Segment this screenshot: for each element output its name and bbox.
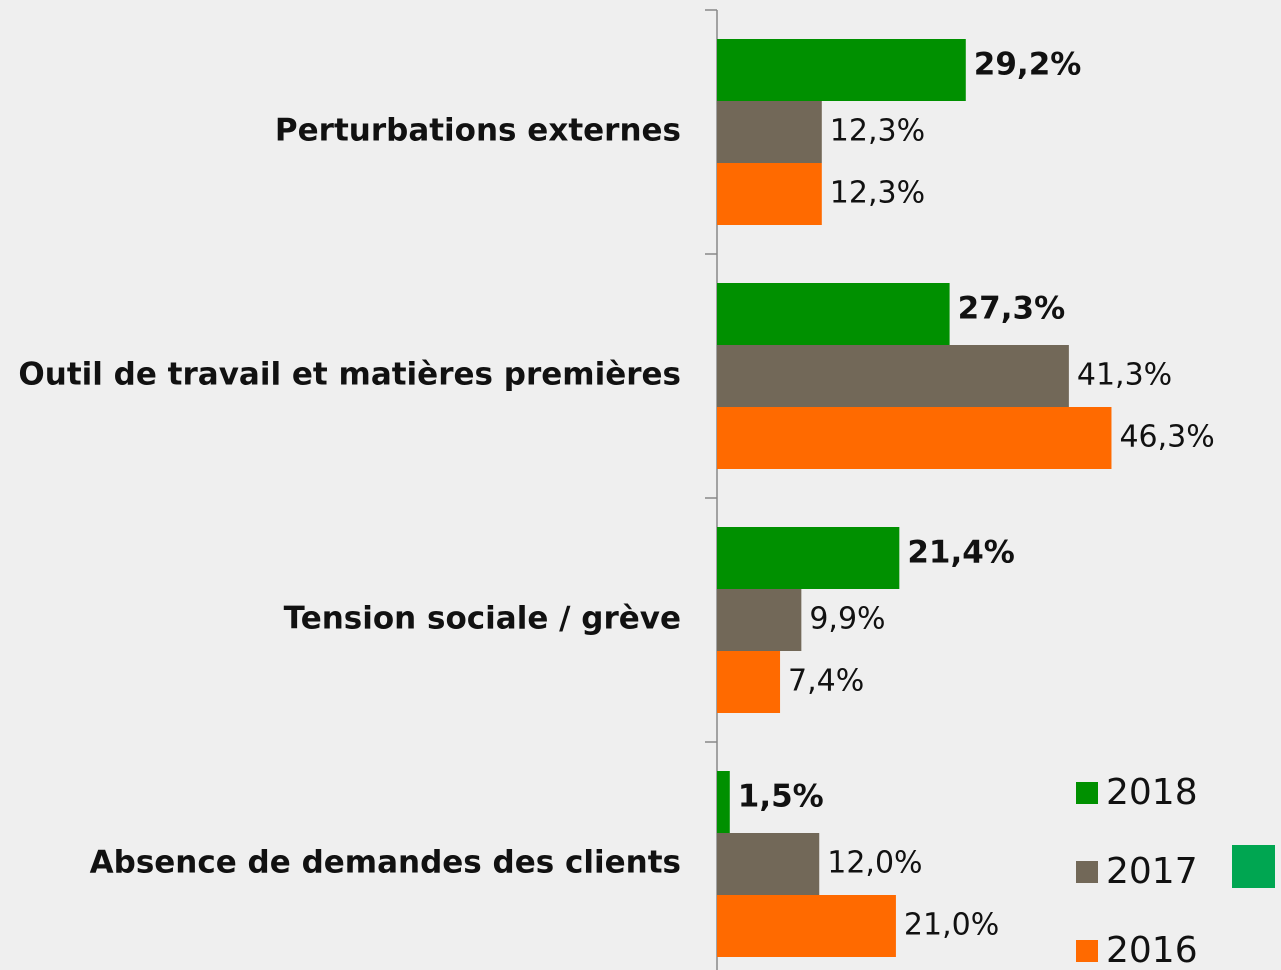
bar	[717, 283, 950, 345]
bar	[717, 527, 900, 589]
bar	[717, 163, 822, 225]
category-label: Outil de travail et matières premières	[18, 357, 681, 393]
category-label: Absence de demandes des clients	[90, 845, 681, 881]
bar	[717, 39, 966, 101]
data-label: 41,3%	[1077, 358, 1172, 393]
category-label: Tension sociale / grève	[284, 601, 681, 637]
data-label: 12,3%	[830, 114, 925, 149]
legend-swatch	[1076, 782, 1098, 804]
data-label: 12,3%	[830, 176, 925, 211]
bar	[717, 101, 822, 163]
bar	[717, 895, 896, 957]
bar	[717, 771, 730, 833]
legend-label: 2017	[1106, 851, 1198, 892]
data-label: 7,4%	[788, 664, 864, 699]
category-label: Perturbations externes	[275, 113, 681, 149]
bar	[717, 651, 781, 713]
bar	[717, 407, 1112, 469]
data-label: 29,2%	[974, 47, 1082, 83]
data-label: 46,3%	[1119, 420, 1214, 455]
data-label: 27,3%	[958, 291, 1066, 327]
data-label: 21,0%	[904, 908, 999, 943]
bar	[717, 589, 802, 651]
legend-swatch	[1076, 861, 1098, 883]
legend-label: 2018	[1106, 772, 1198, 813]
data-label: 1,5%	[738, 779, 824, 815]
decor-square	[1232, 845, 1275, 888]
data-label: 21,4%	[907, 535, 1015, 571]
legend-label: 2016	[1106, 930, 1198, 970]
legend-swatch	[1076, 940, 1098, 962]
bar	[717, 345, 1069, 407]
data-label: 12,0%	[827, 846, 922, 881]
data-label: 9,9%	[809, 602, 885, 637]
bar	[717, 833, 820, 895]
